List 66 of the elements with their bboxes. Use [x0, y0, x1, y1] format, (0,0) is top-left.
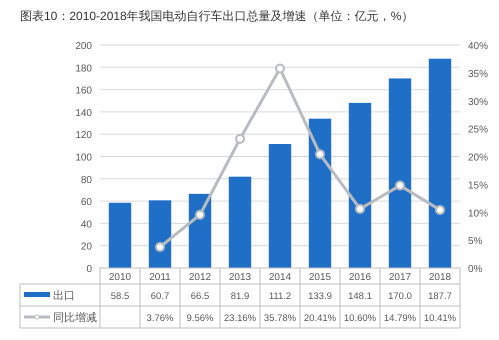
- data-label: 66.5: [190, 291, 210, 302]
- data-label: 35.78%: [264, 313, 297, 324]
- y2-tick-label: 5%: [468, 236, 483, 248]
- x-tick-label: 2018: [428, 272, 452, 283]
- y-tick-label: 20: [80, 242, 92, 253]
- data-label: 20.41%: [304, 313, 337, 324]
- y-tick-label: 40: [80, 219, 92, 230]
- data-label: 111.2: [268, 291, 292, 302]
- y-tick-label: 0: [86, 264, 92, 275]
- x-tick-label: 2014: [268, 272, 292, 283]
- data-label: 187.7: [428, 291, 452, 302]
- x-tick-label: 2015: [308, 272, 332, 283]
- y-tick-label: 100: [75, 152, 92, 164]
- legend-label: 同比增减: [53, 311, 97, 324]
- bar: [268, 144, 292, 268]
- y2-tick-label: 25%: [468, 124, 488, 136]
- x-tick-label: 2012: [188, 272, 212, 283]
- x-tick-label: 2011: [149, 272, 172, 283]
- y-tick-label: 140: [75, 108, 92, 119]
- point: [275, 64, 285, 74]
- bar: [428, 58, 452, 268]
- y2-tick-label: 40%: [468, 41, 488, 52]
- data-label: 148.1: [348, 291, 372, 302]
- x-tick-label: 2016: [348, 272, 372, 283]
- point: [395, 180, 405, 191]
- data-label: 23.16%: [224, 313, 257, 324]
- bar: [308, 118, 332, 268]
- data-label: 170.0: [388, 291, 412, 302]
- point: [195, 210, 205, 220]
- bar: [388, 78, 412, 268]
- y-tick-label: 200: [75, 41, 92, 52]
- data-label: 60.7: [150, 291, 170, 302]
- data-label: 3.76%: [146, 313, 174, 324]
- point: [155, 242, 165, 252]
- y-tick-label: 180: [75, 63, 92, 74]
- point: [355, 204, 365, 214]
- y2-tick-label: 20%: [468, 152, 488, 164]
- data-label: 133.9: [308, 291, 332, 302]
- y-tick-label: 120: [75, 130, 92, 142]
- data-label: 9.56%: [186, 313, 214, 324]
- data-label: 81.9: [230, 291, 250, 302]
- bar: [108, 202, 132, 268]
- bar: [228, 176, 252, 268]
- legend-label: 出口: [53, 289, 75, 302]
- chart-title: 图表10：2010-2018年我国电动自行车出口总量及增速（单位：亿元，%）: [20, 9, 414, 23]
- x-tick-label: 2010: [108, 272, 132, 283]
- y2-tick-label: 10%: [468, 208, 488, 220]
- y2-tick-label: 35%: [468, 68, 488, 80]
- y-tick-label: 60: [80, 197, 92, 208]
- point: [435, 204, 445, 215]
- bar: [348, 102, 372, 268]
- bar: [148, 200, 172, 268]
- y-tick-label: 80: [80, 174, 92, 186]
- data-label: 14.79%: [384, 313, 417, 324]
- data-label: 10.41%: [424, 313, 457, 324]
- data-label: 10.60%: [344, 313, 377, 324]
- bar: [188, 194, 212, 268]
- x-tick-label: 2017: [388, 272, 412, 283]
- y2-tick-label: 15%: [468, 180, 488, 192]
- y2-tick-label: 0%: [468, 264, 483, 275]
- x-tick-label: 2013: [228, 272, 252, 283]
- point: [235, 134, 245, 144]
- point: [315, 149, 325, 160]
- y2-tick-label: 30%: [468, 96, 488, 108]
- y-tick-label: 160: [75, 86, 92, 97]
- data-label: 58.5: [110, 291, 130, 302]
